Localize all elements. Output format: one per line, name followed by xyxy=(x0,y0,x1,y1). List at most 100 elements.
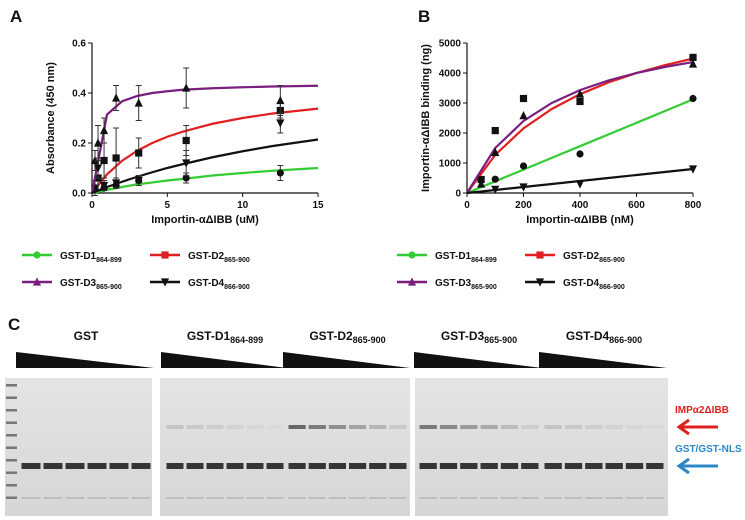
protein-band xyxy=(585,425,603,429)
legend-subscript: 865-900 xyxy=(471,284,497,291)
lane-label: GST-D1864-899 xyxy=(187,329,263,345)
protein-band xyxy=(349,497,367,499)
point xyxy=(100,156,108,165)
legend-name: GST-D3 xyxy=(435,278,472,289)
lane-name: GST xyxy=(74,329,99,343)
ladder-band xyxy=(6,421,17,424)
point xyxy=(689,94,697,103)
protein-band xyxy=(166,497,184,499)
protein-band xyxy=(419,425,437,429)
protein-band xyxy=(460,463,478,469)
protein-band xyxy=(328,497,346,499)
protein-band xyxy=(564,497,583,499)
lane-label: GST-D3865-900 xyxy=(441,329,517,345)
protein-band xyxy=(328,463,346,469)
protein-band xyxy=(419,497,437,499)
protein-band xyxy=(480,425,498,429)
lane-subscript: 865-900 xyxy=(353,335,386,345)
point xyxy=(519,111,528,120)
protein-band xyxy=(389,463,407,469)
point xyxy=(576,97,584,106)
point xyxy=(182,174,190,182)
protein-band xyxy=(646,463,664,469)
protein-band xyxy=(369,497,387,499)
protein-band xyxy=(43,463,63,469)
point xyxy=(182,136,190,145)
point xyxy=(576,150,584,158)
legend-marker xyxy=(32,277,42,286)
point xyxy=(477,179,486,188)
protein-band xyxy=(308,425,326,429)
point xyxy=(519,183,528,192)
point xyxy=(575,180,585,189)
legend-marker xyxy=(536,251,544,259)
protein-band xyxy=(646,497,664,499)
protein-band xyxy=(308,497,326,499)
protein-band xyxy=(544,463,562,469)
x-tick-label: 10 xyxy=(237,200,249,211)
point xyxy=(491,127,499,135)
protein-band xyxy=(21,497,41,499)
protein-band xyxy=(328,425,346,429)
legend-marker xyxy=(408,251,416,259)
point xyxy=(276,169,284,177)
protein-band xyxy=(206,425,224,429)
ladder-band xyxy=(6,471,17,474)
point xyxy=(491,147,500,157)
lane-name: GST-D1 xyxy=(187,329,231,343)
legend-subscript: 864-899 xyxy=(471,257,497,264)
protein-band xyxy=(131,463,151,469)
x-tick-label: 0 xyxy=(464,200,470,211)
protein-band xyxy=(266,497,284,499)
ladder-band xyxy=(6,409,17,412)
protein-band xyxy=(389,425,407,429)
point xyxy=(91,184,99,192)
protein-band xyxy=(439,425,458,429)
protein-band xyxy=(521,497,539,499)
gel xyxy=(160,378,410,516)
legend-label: GST-D1864-899 xyxy=(435,251,497,264)
point xyxy=(519,162,528,170)
point xyxy=(90,155,100,165)
gel xyxy=(415,378,668,516)
gradient-wedge xyxy=(283,352,410,368)
point xyxy=(99,125,109,135)
protein-band xyxy=(439,463,458,469)
protein-band xyxy=(206,463,224,469)
point xyxy=(491,175,499,183)
protein-band xyxy=(521,425,539,429)
protein-band xyxy=(246,425,264,429)
y-tick-label: 0.0 xyxy=(72,189,86,200)
fit-curve xyxy=(91,138,319,195)
x-axis-label: Importin-αΔIBB (nM) xyxy=(526,214,634,226)
point xyxy=(688,165,698,174)
protein-band xyxy=(389,497,407,499)
gradient-wedge xyxy=(414,352,542,368)
y-tick-label: 1000 xyxy=(439,159,462,170)
protein-band xyxy=(87,463,107,469)
protein-band xyxy=(288,463,306,469)
protein-band xyxy=(246,497,264,499)
y-axis-label: Importin-αΔIBB binding (ng) xyxy=(420,44,432,192)
ladder-band xyxy=(6,396,17,399)
protein-band xyxy=(226,463,244,469)
legend-label: GST-D4866-900 xyxy=(563,278,625,291)
lane-subscript: 864-899 xyxy=(230,335,263,345)
legend-name: GST-D2 xyxy=(188,251,225,262)
band-label: GST/GST-NLS xyxy=(675,444,742,455)
legend-marker xyxy=(33,251,41,259)
y-tick-label: 4000 xyxy=(439,69,462,80)
y-tick-label: 5000 xyxy=(439,39,462,50)
y-tick-label: 2000 xyxy=(439,129,462,140)
protein-band xyxy=(460,425,478,429)
x-axis-label: Importin-αΔIBB (uM) xyxy=(151,214,259,226)
x-tick-label: 5 xyxy=(165,200,171,211)
protein-band xyxy=(585,463,603,469)
protein-band xyxy=(186,463,204,469)
protein-band xyxy=(349,463,367,469)
y-tick-label: 0.4 xyxy=(72,89,86,100)
ladder-band xyxy=(6,496,17,499)
point xyxy=(491,185,500,194)
lane-subscript: 865-900 xyxy=(484,335,517,345)
band-label: IMPα2ΔIBB xyxy=(675,405,729,416)
